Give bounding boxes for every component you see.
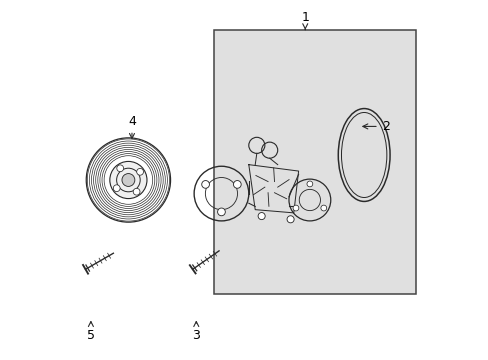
Text: 5: 5 — [87, 321, 95, 342]
Circle shape — [217, 208, 225, 216]
Circle shape — [292, 205, 298, 211]
Circle shape — [137, 168, 143, 175]
Circle shape — [133, 188, 140, 195]
Circle shape — [122, 174, 135, 186]
Circle shape — [320, 205, 326, 211]
Circle shape — [306, 181, 312, 187]
Circle shape — [286, 216, 293, 223]
Text: 2: 2 — [362, 120, 389, 133]
Circle shape — [117, 165, 123, 172]
Bar — [214, 30, 415, 294]
Circle shape — [258, 212, 264, 220]
Circle shape — [202, 181, 209, 188]
Text: 3: 3 — [192, 321, 200, 342]
Circle shape — [113, 185, 120, 192]
Text: 4: 4 — [128, 114, 136, 139]
Circle shape — [110, 161, 147, 199]
Text: 1: 1 — [301, 11, 308, 30]
Circle shape — [233, 181, 241, 188]
